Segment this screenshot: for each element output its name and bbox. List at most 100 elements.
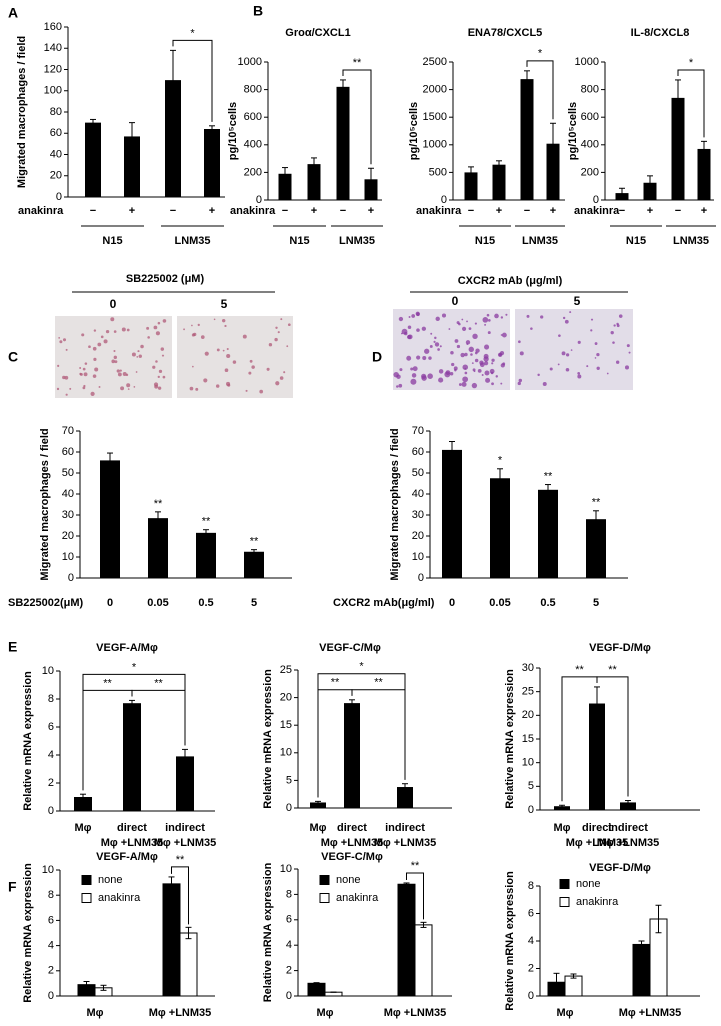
legend-swatch bbox=[319, 893, 330, 903]
cell bbox=[98, 386, 101, 388]
bar bbox=[671, 97, 685, 200]
cell bbox=[502, 362, 506, 366]
y-tick-label: 0 bbox=[286, 990, 292, 1002]
cell bbox=[468, 346, 474, 353]
micrograph-label: 5 bbox=[221, 297, 228, 311]
cell bbox=[57, 364, 60, 367]
cell bbox=[224, 368, 229, 373]
chart-title: VEGF-A/Mφ bbox=[96, 851, 158, 863]
y-tick-label: 20 bbox=[50, 170, 62, 182]
cell bbox=[526, 314, 530, 318]
cell bbox=[518, 340, 521, 344]
x-tick-label: − bbox=[675, 205, 681, 217]
panel-letter: B bbox=[253, 3, 263, 19]
cell bbox=[461, 326, 467, 331]
bar bbox=[397, 787, 413, 808]
y-tick-label: 2 bbox=[48, 965, 54, 977]
cell bbox=[471, 382, 478, 389]
micrograph bbox=[515, 309, 633, 390]
group-label: LNM35 bbox=[174, 235, 210, 247]
cell bbox=[160, 347, 165, 351]
cell bbox=[245, 389, 248, 392]
cell bbox=[464, 367, 467, 370]
cell bbox=[259, 389, 264, 394]
y-tick-label: 140 bbox=[44, 42, 62, 54]
cell bbox=[624, 365, 630, 370]
cell bbox=[441, 313, 447, 318]
cell bbox=[565, 353, 570, 357]
cell bbox=[407, 325, 412, 329]
y-axis-label: Relative mRNA expression bbox=[262, 862, 274, 1002]
significance-label: ** bbox=[154, 498, 163, 510]
cell bbox=[549, 367, 553, 371]
group-label: LNM35 bbox=[339, 235, 375, 247]
x-row-label: anakinra bbox=[574, 205, 620, 217]
x-tick-sublabel: Mφ +LNM35 bbox=[101, 837, 164, 849]
y-axis-label: Migrated macrophages / field bbox=[16, 36, 28, 188]
cell bbox=[396, 374, 401, 379]
cell bbox=[461, 318, 464, 321]
y-tick-label: 4 bbox=[528, 935, 534, 947]
micrograph bbox=[177, 316, 293, 398]
bar bbox=[344, 703, 360, 808]
bar bbox=[148, 518, 168, 578]
bar bbox=[123, 703, 141, 811]
cell bbox=[410, 367, 414, 371]
micrograph-header: CXCR2 mAb (μg/ml) bbox=[458, 275, 563, 287]
cell bbox=[133, 386, 136, 388]
cell bbox=[465, 340, 471, 345]
cell bbox=[586, 365, 589, 368]
significance-label: ** bbox=[544, 470, 553, 482]
bar bbox=[162, 883, 181, 997]
bar bbox=[490, 478, 510, 578]
cell bbox=[481, 374, 484, 377]
x-tick-label: + bbox=[550, 205, 556, 217]
cell bbox=[466, 320, 468, 323]
y-tick-label: 40 bbox=[62, 488, 74, 500]
x-tick-label: Mφ bbox=[316, 1007, 333, 1019]
cell bbox=[428, 356, 432, 360]
y-tick-label: 200 bbox=[581, 166, 599, 178]
cell bbox=[458, 383, 462, 386]
cell bbox=[103, 339, 108, 344]
y-tick-label: 6 bbox=[48, 914, 54, 926]
cell bbox=[484, 344, 490, 350]
y-tick-label: 6 bbox=[528, 907, 534, 919]
x-tick-label: 0.05 bbox=[489, 597, 510, 609]
x-row-label: anakinra bbox=[416, 205, 462, 217]
significance-label: ** bbox=[592, 497, 601, 509]
cell bbox=[135, 371, 138, 373]
cell bbox=[429, 344, 433, 348]
cell bbox=[561, 351, 566, 356]
panel-letter: D bbox=[372, 349, 382, 365]
y-tick-label: 30 bbox=[522, 662, 534, 674]
y-tick-label: 2500 bbox=[423, 56, 447, 68]
significance-bracket bbox=[342, 69, 372, 165]
y-axis-label: Relative mRNA expression bbox=[22, 671, 34, 811]
x-tick-label: Mφ bbox=[309, 822, 326, 834]
cell bbox=[274, 337, 278, 342]
significance-label: ** bbox=[608, 664, 617, 676]
y-tick-label: 4 bbox=[48, 749, 54, 761]
cell bbox=[162, 319, 167, 323]
y-tick-label: 5 bbox=[286, 774, 292, 786]
significance-bracket bbox=[317, 673, 406, 798]
significance-label: ** bbox=[202, 516, 211, 528]
cell bbox=[242, 334, 247, 339]
panel-letter: A bbox=[8, 5, 18, 21]
cell bbox=[470, 353, 473, 356]
y-tick-label: 2 bbox=[528, 962, 534, 974]
cell bbox=[449, 371, 454, 376]
y-tick-label: 60 bbox=[412, 446, 424, 458]
cell bbox=[421, 375, 427, 381]
cell bbox=[416, 328, 420, 332]
bar bbox=[414, 924, 433, 997]
x-tick-label: + bbox=[701, 205, 707, 217]
y-tick-label: 2 bbox=[48, 777, 54, 789]
y-tick-label: 120 bbox=[44, 63, 62, 75]
cell bbox=[471, 362, 474, 365]
cell bbox=[227, 383, 231, 387]
cell bbox=[286, 345, 289, 348]
y-tick-label: 20 bbox=[522, 709, 534, 721]
cell bbox=[113, 330, 117, 333]
